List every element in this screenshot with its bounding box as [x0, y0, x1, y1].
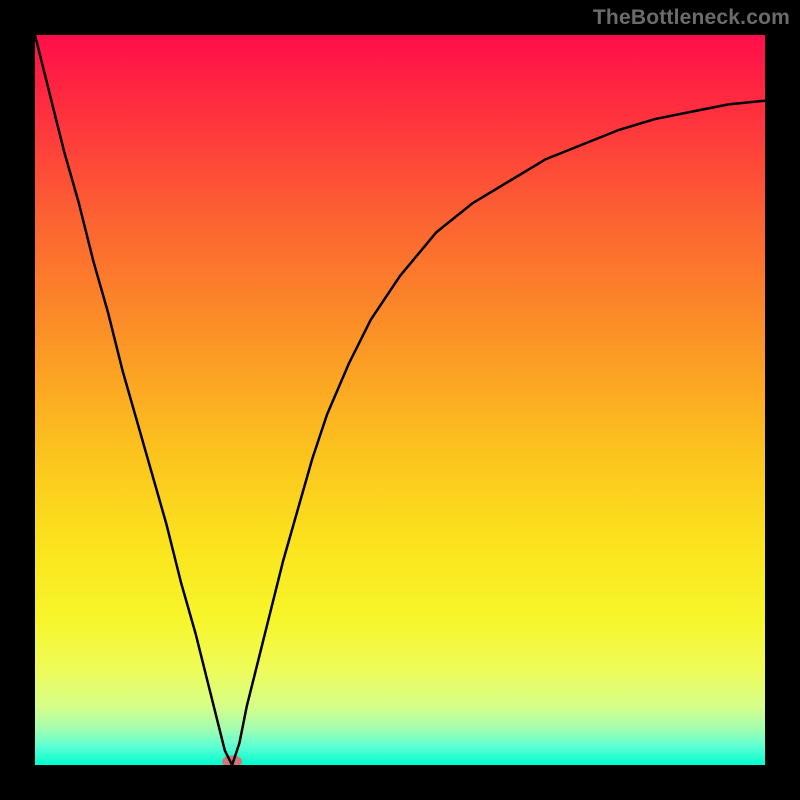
chart-canvas: TheBottleneck.com — [0, 0, 800, 800]
watermark-text: TheBottleneck.com — [593, 6, 790, 30]
bottleneck-v-curve-chart — [0, 0, 800, 800]
gradient-plot-background — [35, 35, 765, 765]
